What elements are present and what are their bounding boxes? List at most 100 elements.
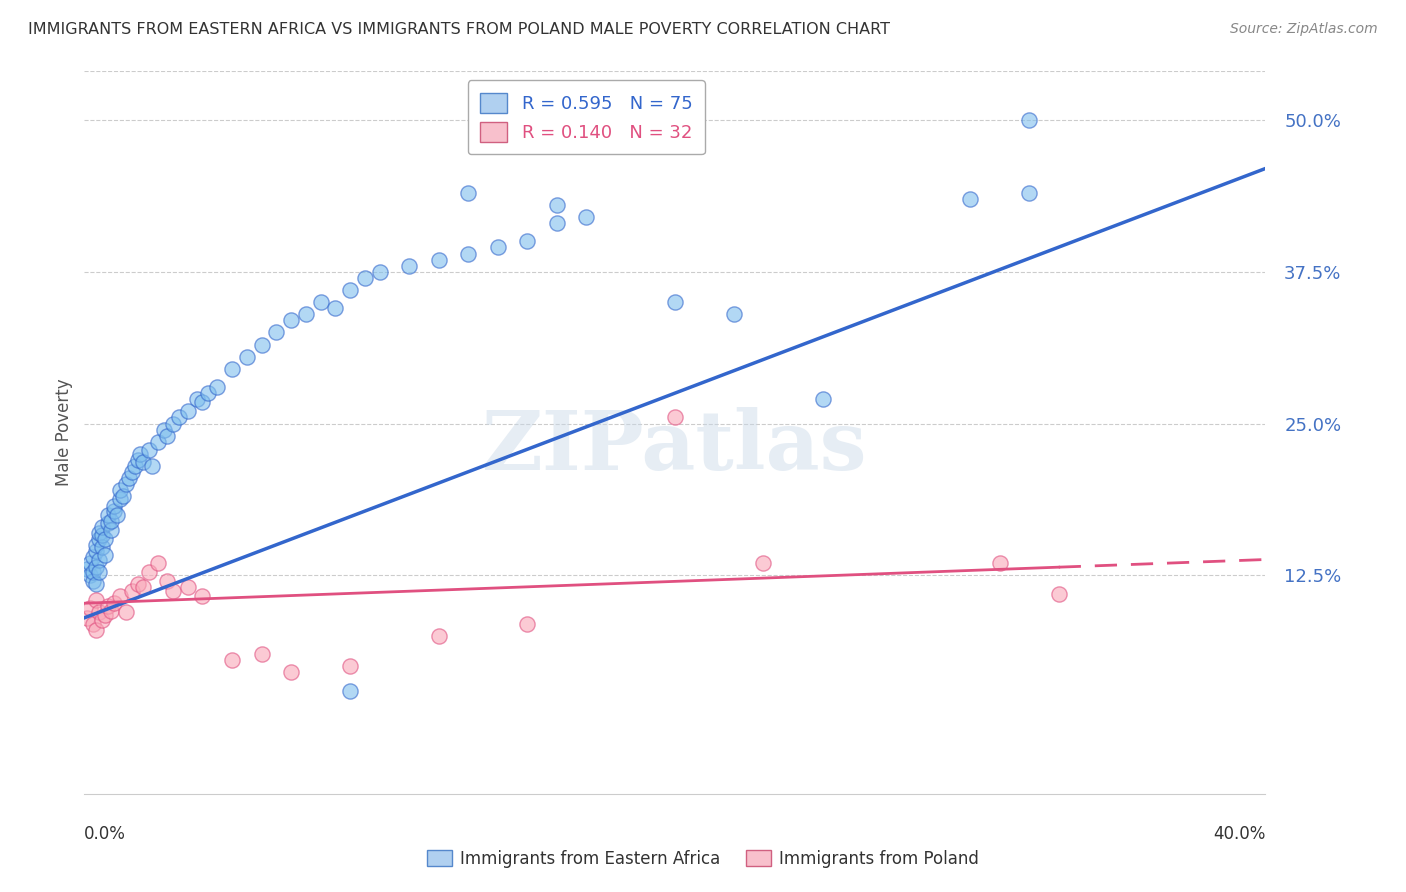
Point (114, 605, 136, 619)
Point (516, 235, 538, 249)
Point (177, 581, 200, 595)
Point (76, 562, 98, 576)
Point (354, 270, 377, 285)
Point (84, 592, 107, 607)
Legend: Immigrants from Eastern Africa, Immigrants from Poland: Immigrants from Eastern Africa, Immigran… (420, 844, 986, 875)
Point (91, 520, 114, 534)
Point (87, 552, 111, 566)
Point (91, 541, 114, 555)
Point (79, 568, 101, 582)
Point (427, 629, 450, 643)
Text: 0.0%: 0.0% (84, 825, 127, 843)
Point (87, 525, 111, 540)
Point (94, 532, 117, 546)
Point (221, 362, 243, 376)
Point (138, 565, 160, 579)
Point (148, 434, 170, 449)
Point (127, 576, 149, 591)
Point (84, 559, 107, 574)
Text: Source: ZipAtlas.com: Source: ZipAtlas.com (1230, 22, 1378, 37)
Point (339, 659, 361, 673)
Point (103, 499, 125, 513)
Point (427, 252, 450, 267)
Point (84, 544, 107, 558)
Text: ZIPatlas: ZIPatlas (482, 407, 868, 487)
Point (76, 611, 98, 625)
Point (177, 404, 200, 418)
Point (457, 186, 479, 200)
Point (295, 307, 318, 321)
Point (127, 453, 149, 467)
Point (191, 589, 214, 603)
Point (250, 337, 273, 351)
Point (108, 589, 131, 603)
Point (575, 210, 598, 224)
Point (132, 455, 155, 469)
Point (82, 550, 104, 565)
Point (94, 608, 117, 623)
Point (148, 556, 170, 570)
Point (103, 504, 125, 518)
Point (108, 483, 131, 498)
Point (280, 665, 302, 680)
Text: IMMIGRANTS FROM EASTERN AFRICA VS IMMIGRANTS FROM POLAND MALE POVERTY CORRELATIO: IMMIGRANTS FROM EASTERN AFRICA VS IMMIGR… (28, 22, 890, 37)
Point (91, 528, 114, 542)
Point (114, 477, 136, 491)
Point (103, 596, 125, 610)
Point (153, 423, 176, 437)
Y-axis label: Male Poverty: Male Poverty (55, 379, 73, 486)
Point (339, 283, 361, 297)
Point (186, 392, 208, 407)
Point (309, 295, 332, 310)
Point (1018, 112, 1040, 127)
Point (323, 301, 347, 315)
Point (79, 601, 101, 615)
Point (516, 616, 538, 631)
Point (79, 556, 101, 570)
Point (100, 603, 122, 617)
Point (368, 265, 391, 279)
Point (100, 524, 122, 538)
Point (221, 653, 243, 667)
Point (84, 538, 107, 552)
Point (723, 307, 745, 321)
Point (84, 623, 107, 637)
Point (141, 458, 163, 473)
Point (84, 576, 107, 591)
Point (82, 565, 104, 579)
Point (167, 410, 190, 425)
Point (87, 605, 111, 619)
Point (162, 584, 184, 599)
Point (752, 556, 775, 570)
Point (264, 326, 288, 340)
Point (97, 599, 120, 613)
Point (811, 392, 834, 407)
Point (156, 574, 179, 589)
Point (132, 581, 155, 595)
Point (546, 216, 568, 230)
Point (162, 417, 184, 431)
Point (156, 428, 179, 442)
Point (97, 508, 120, 522)
Point (108, 491, 131, 506)
Point (121, 465, 143, 479)
Point (486, 240, 509, 254)
Point (205, 380, 228, 394)
Point (100, 514, 122, 528)
Point (664, 295, 686, 310)
Legend: R = 0.595   N = 75, R = 0.140   N = 32: R = 0.595 N = 75, R = 0.140 N = 32 (468, 80, 704, 154)
Point (250, 647, 273, 661)
Point (87, 565, 111, 579)
Point (988, 556, 1011, 570)
Text: 40.0%: 40.0% (1213, 825, 1265, 843)
Point (457, 246, 479, 260)
Point (280, 313, 302, 327)
Point (111, 489, 134, 503)
Point (82, 574, 104, 589)
Point (94, 548, 117, 562)
Point (138, 443, 160, 458)
Point (664, 410, 686, 425)
Point (1047, 586, 1070, 600)
Point (959, 192, 981, 206)
Point (91, 613, 114, 627)
